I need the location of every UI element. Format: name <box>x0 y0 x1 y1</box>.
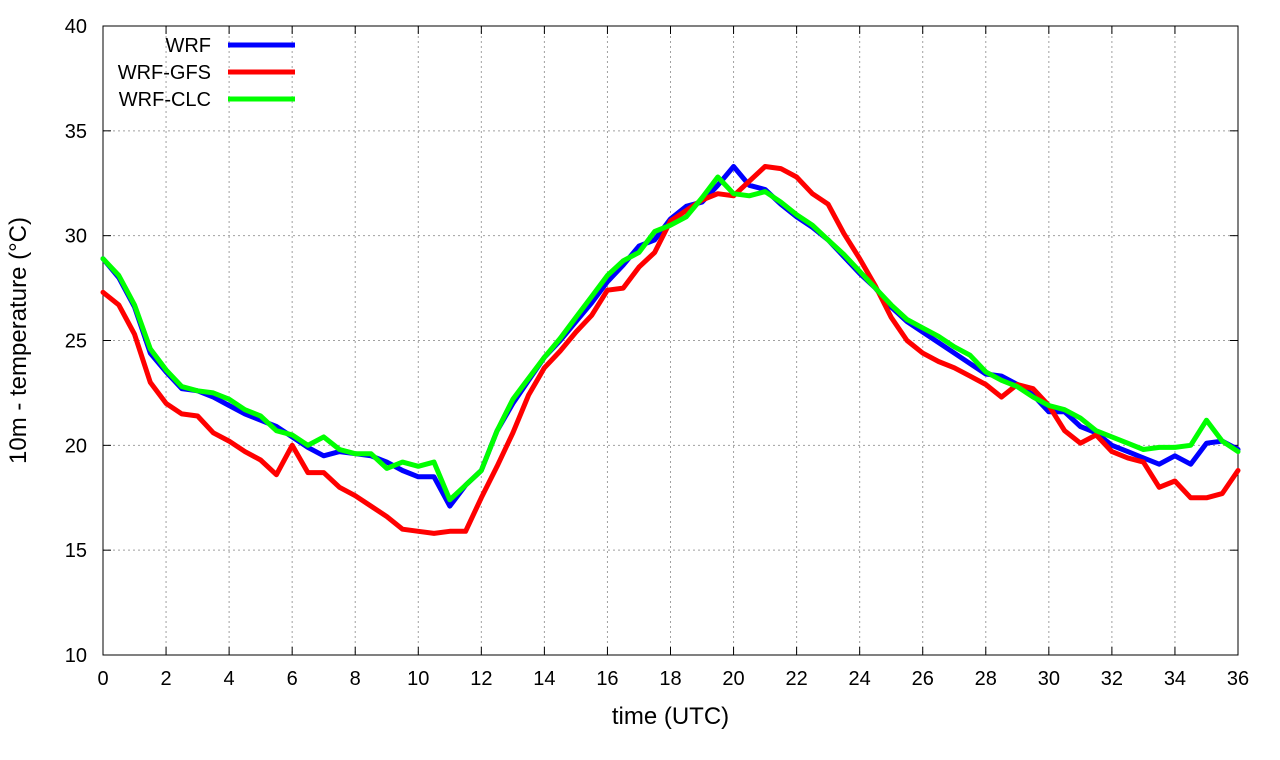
y-tick-label: 25 <box>65 331 87 353</box>
x-tick-label: 0 <box>97 668 108 690</box>
x-tick-label: 24 <box>849 668 871 690</box>
y-tick-label: 35 <box>65 121 87 143</box>
x-tick-label: 6 <box>287 668 298 690</box>
series-lines <box>100 164 1241 536</box>
x-tick-label: 30 <box>1038 668 1060 690</box>
y-tick-label: 10 <box>65 645 87 667</box>
x-tick-label: 4 <box>224 668 235 690</box>
x-tick-label: 14 <box>533 668 555 690</box>
x-tick-label: 26 <box>912 668 934 690</box>
legend: WRF WRF-GFS WRF-CLC <box>118 35 295 111</box>
x-tick-label: 22 <box>785 668 807 690</box>
legend-label-wrf: WRF <box>165 35 211 57</box>
x-axis-label: time (UTC) <box>612 703 729 730</box>
x-tick-label: 32 <box>1101 668 1123 690</box>
y-tick-label: 20 <box>65 435 87 457</box>
series-line-wrf-gfs <box>100 164 1241 536</box>
x-tick-label: 10 <box>407 668 429 690</box>
y-tick-label: 30 <box>65 226 87 248</box>
x-tick-label: 8 <box>350 668 361 690</box>
y-tick-label: 15 <box>65 540 87 562</box>
x-tick-label: 12 <box>470 668 492 690</box>
axes: 0 2 4 6 8 10 12 14 16 18 20 22 24 26 28 30 32 34 361015202… <box>65 16 1249 690</box>
x-tick-label: 2 <box>160 668 171 690</box>
legend-label-wrf-clc: WRF-CLC <box>119 89 211 111</box>
grid-lines <box>103 26 1238 655</box>
x-tick-label: 34 <box>1164 668 1186 690</box>
legend-label-wrf-gfs: WRF-GFS <box>118 62 211 84</box>
x-tick-label: 28 <box>975 668 997 690</box>
series-line-wrf-clc <box>100 174 1241 503</box>
y-tick-label: 40 <box>65 16 87 38</box>
x-tick-label: 16 <box>596 668 618 690</box>
x-tick-label: 36 <box>1227 668 1249 690</box>
y-axis-label: 10m - temperature (°C) <box>5 217 32 464</box>
x-tick-label: 18 <box>659 668 681 690</box>
x-tick-label: 20 <box>722 668 744 690</box>
